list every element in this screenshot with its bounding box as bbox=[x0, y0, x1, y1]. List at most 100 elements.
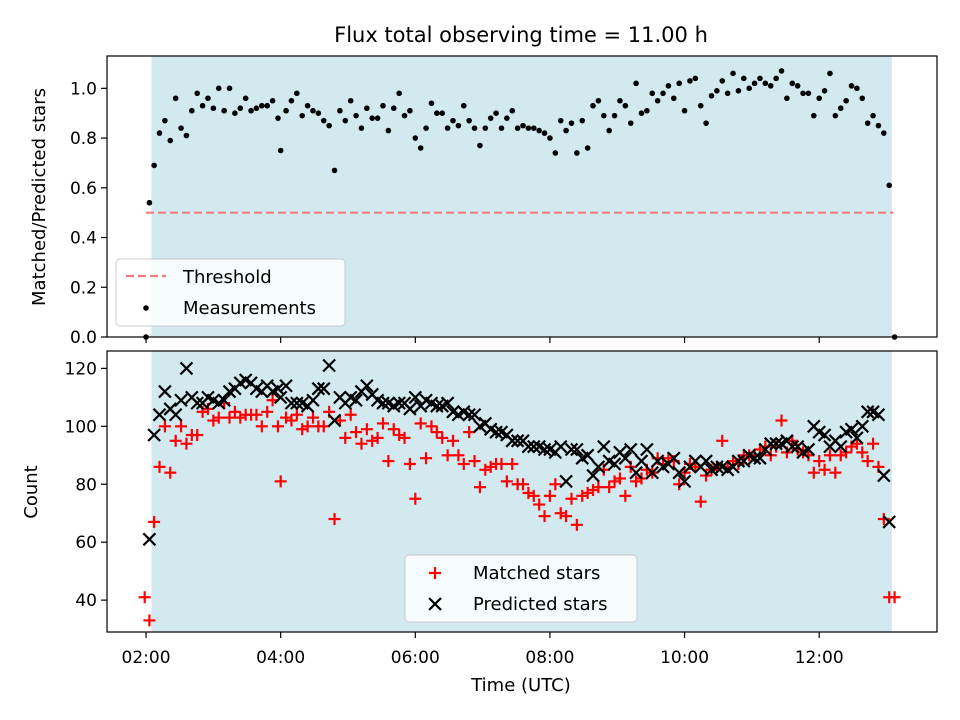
predicted-star-marker bbox=[570, 442, 584, 457]
top-x-ticks bbox=[145, 337, 820, 343]
bottom-x-tick-label: 08:00 bbox=[525, 648, 574, 668]
matched-star-marker bbox=[317, 420, 330, 433]
matched-star-marker bbox=[271, 420, 284, 433]
bottom-y-tick-label: 100 bbox=[65, 417, 97, 437]
measurement-point bbox=[843, 97, 849, 104]
measurement-point bbox=[611, 112, 618, 119]
matched-star-marker bbox=[570, 518, 583, 531]
matched-star-marker bbox=[694, 495, 707, 508]
legend-predicted-label: Predicted stars bbox=[473, 594, 607, 615]
matched-star-marker bbox=[468, 455, 481, 468]
matched-star-marker bbox=[818, 463, 831, 476]
legend-threshold-label: Threshold bbox=[182, 267, 272, 288]
measurement-point bbox=[210, 105, 217, 112]
measurement-point bbox=[194, 90, 201, 97]
predicted-star-marker bbox=[408, 390, 423, 405]
measurement-point bbox=[670, 95, 677, 102]
predicted-star-marker bbox=[634, 454, 649, 468]
matched-star-marker bbox=[538, 510, 551, 523]
measurement-point bbox=[146, 199, 153, 206]
matched-star-marker bbox=[169, 434, 182, 447]
matched-star-marker bbox=[813, 455, 826, 468]
measurement-point bbox=[466, 117, 472, 124]
matched-star-marker bbox=[290, 408, 303, 421]
predicted-star-marker bbox=[667, 451, 681, 465]
predicted-star-marker bbox=[527, 439, 541, 454]
predicted-star-marker bbox=[672, 465, 686, 480]
measurement-point bbox=[358, 125, 365, 131]
measurement-point bbox=[579, 117, 586, 124]
matched-star-marker bbox=[153, 460, 166, 473]
measurement-point bbox=[364, 105, 370, 112]
matched-star-marker bbox=[398, 431, 411, 444]
chart-title: Flux total observing time = 11.00 h bbox=[334, 23, 708, 47]
matched-star-marker bbox=[565, 492, 578, 505]
measurement-point bbox=[649, 90, 656, 97]
measurement-point bbox=[259, 102, 265, 109]
top-y-tick-label: 0.0 bbox=[70, 328, 97, 348]
predicted-star-marker bbox=[311, 381, 326, 396]
bottom-x-tick-label: 06:00 bbox=[391, 648, 440, 668]
predicted-star-marker bbox=[559, 474, 573, 489]
matched-star-marker bbox=[500, 475, 513, 488]
matched-star-marker bbox=[158, 420, 171, 433]
measurement-point bbox=[264, 102, 271, 109]
measurement-point bbox=[369, 115, 376, 121]
measurement-point bbox=[854, 85, 860, 92]
measurement-point bbox=[482, 125, 489, 131]
measurement-point bbox=[541, 130, 548, 136]
top-legend-box bbox=[115, 258, 346, 327]
matched-star-marker bbox=[296, 423, 309, 436]
measurement-point bbox=[886, 182, 893, 189]
top-y-tick-label: 0.4 bbox=[70, 229, 97, 249]
measurement-point bbox=[226, 85, 233, 92]
predicted-star-marker bbox=[190, 396, 204, 410]
bottom-y-axis-label: Count bbox=[21, 465, 42, 518]
matched-star-marker bbox=[506, 457, 519, 470]
measurement-point bbox=[205, 95, 211, 102]
measurement-point bbox=[644, 107, 650, 114]
predicted-star-marker bbox=[403, 402, 417, 416]
matched-star-marker bbox=[576, 489, 589, 502]
matched-star-marker bbox=[261, 405, 274, 418]
measurement-point bbox=[681, 107, 688, 114]
measurement-point bbox=[827, 70, 833, 77]
measurement-point bbox=[794, 83, 801, 89]
measurement-point bbox=[277, 147, 284, 154]
matched-star-marker bbox=[581, 486, 594, 499]
measurement-point bbox=[380, 102, 386, 109]
predicted-star-marker bbox=[855, 419, 870, 434]
measurement-point bbox=[697, 102, 704, 109]
measurement-point bbox=[401, 112, 408, 119]
matched-star-marker bbox=[619, 489, 632, 502]
matched-star-marker bbox=[560, 510, 573, 523]
top-y-tick-label: 1.0 bbox=[70, 79, 97, 99]
predicted-star-marker bbox=[284, 396, 299, 410]
predicted-star-marker bbox=[462, 407, 476, 422]
matched-star-marker bbox=[339, 431, 352, 444]
measurement-point bbox=[288, 97, 295, 104]
matched-star-marker bbox=[592, 481, 605, 494]
predicted-star-marker bbox=[360, 378, 374, 393]
matched-star-marker bbox=[234, 411, 247, 424]
measurement-point bbox=[600, 112, 607, 119]
matched-star-marker bbox=[138, 591, 151, 604]
measurement-point bbox=[741, 75, 747, 82]
measurement-point bbox=[574, 150, 580, 156]
top-y-ticks: 0.0 0.2 0.4 0.6 0.8 1.0 bbox=[70, 79, 107, 348]
measurement-point bbox=[315, 110, 322, 116]
measurement-point bbox=[162, 117, 168, 124]
measurement-point bbox=[692, 75, 699, 82]
matched-star-marker bbox=[403, 457, 416, 470]
predicted-star-marker bbox=[174, 393, 188, 408]
measurement-point bbox=[784, 95, 790, 102]
predicted-star-marker bbox=[710, 460, 724, 474]
matched-star-marker bbox=[355, 437, 368, 450]
measurement-point bbox=[724, 90, 731, 97]
measurement-point bbox=[676, 80, 682, 87]
measurement-point bbox=[310, 107, 316, 114]
predicted-star-marker bbox=[731, 454, 746, 468]
predicted-star-marker bbox=[629, 465, 643, 480]
measurement-point bbox=[304, 102, 311, 109]
measurement-point bbox=[471, 125, 478, 131]
